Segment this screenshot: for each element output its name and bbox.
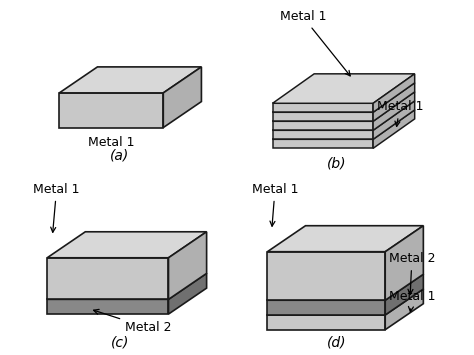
Polygon shape [273,103,373,112]
Polygon shape [373,92,415,130]
Text: Metal 2: Metal 2 [93,309,172,334]
Polygon shape [273,130,373,140]
Polygon shape [59,67,201,93]
Text: Metal 1: Metal 1 [252,183,298,226]
Polygon shape [267,274,423,300]
Text: Metal 1: Metal 1 [33,183,80,232]
Polygon shape [47,258,168,299]
Text: Metal 2: Metal 2 [389,252,435,294]
Polygon shape [47,299,168,314]
Polygon shape [47,273,207,299]
Polygon shape [273,101,415,130]
Text: Metal 1: Metal 1 [88,136,135,149]
Text: Metal 1: Metal 1 [280,10,350,76]
Polygon shape [273,112,373,121]
Polygon shape [273,74,415,103]
Polygon shape [385,274,423,315]
Text: Metal 1: Metal 1 [376,100,423,126]
Polygon shape [267,226,423,252]
Text: (a): (a) [110,148,129,162]
Text: (d): (d) [327,335,346,350]
Polygon shape [373,101,415,140]
Polygon shape [273,92,415,121]
Polygon shape [373,83,415,121]
Polygon shape [168,273,207,314]
Polygon shape [267,300,385,315]
Polygon shape [385,226,423,300]
Polygon shape [59,93,164,127]
Polygon shape [385,289,423,330]
Text: (b): (b) [327,157,346,171]
Polygon shape [273,140,373,148]
Polygon shape [273,110,415,140]
Polygon shape [273,83,415,112]
Polygon shape [373,110,415,148]
Text: (c): (c) [111,335,129,350]
Polygon shape [267,289,423,315]
Polygon shape [47,232,207,258]
Polygon shape [373,74,415,112]
Polygon shape [267,252,385,300]
Polygon shape [168,232,207,299]
Polygon shape [267,315,385,330]
Polygon shape [273,121,373,130]
Polygon shape [164,67,201,127]
Text: Metal 1: Metal 1 [389,290,435,312]
